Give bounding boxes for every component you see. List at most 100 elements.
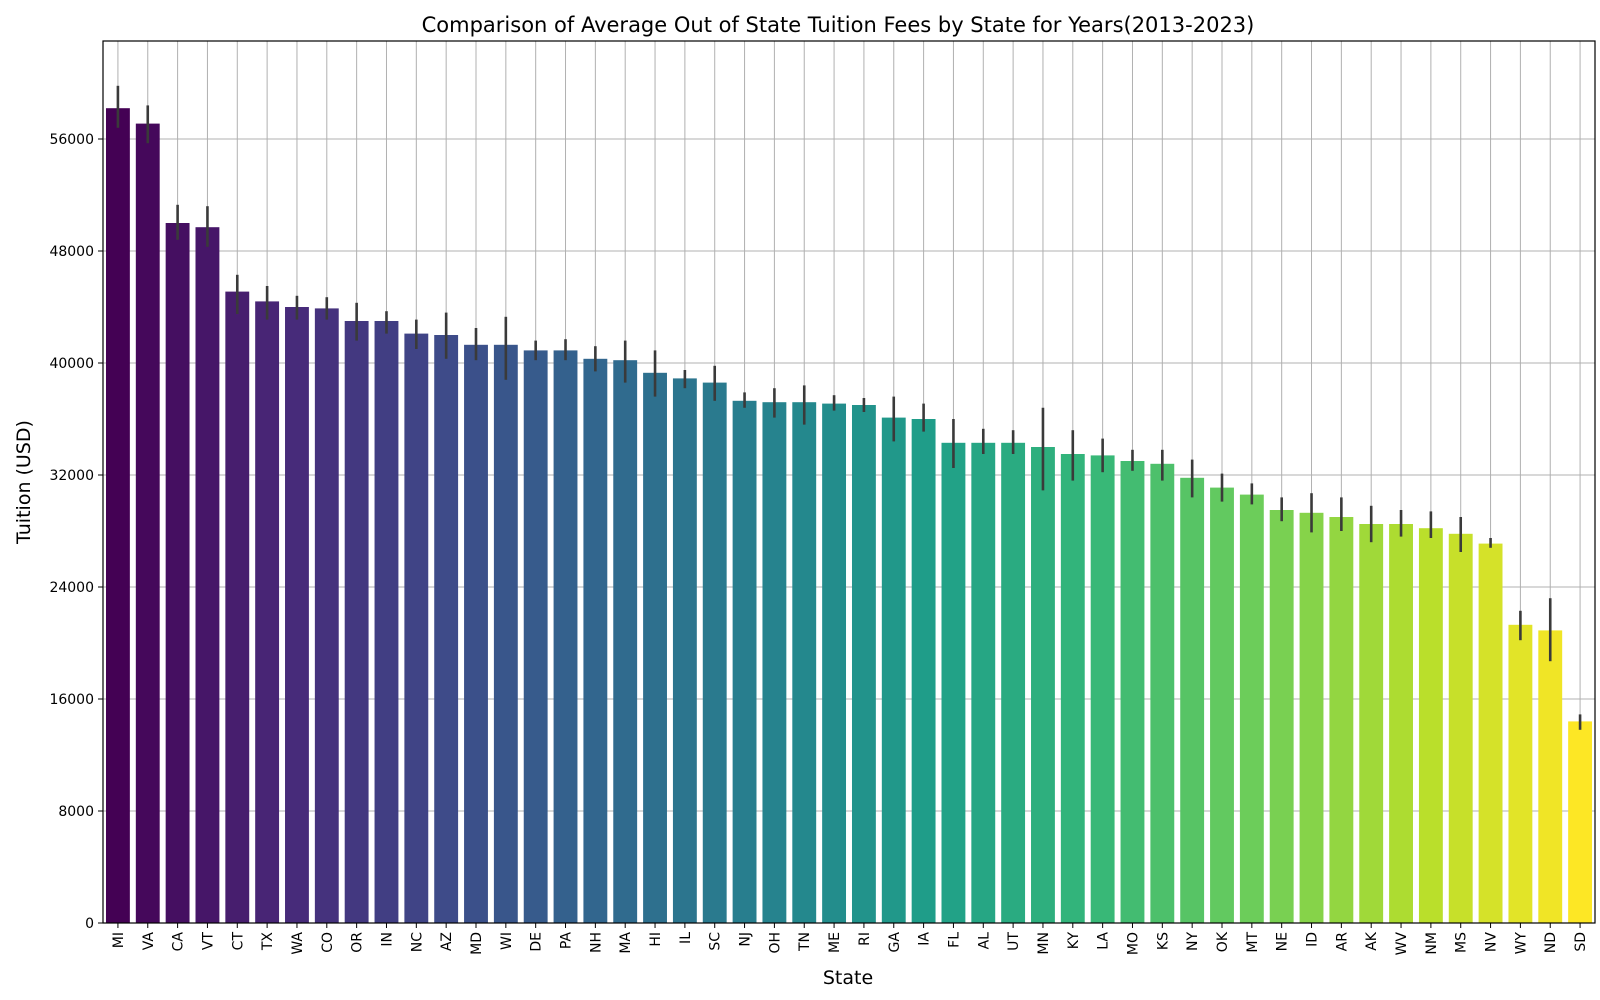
bar-ok (1210, 487, 1234, 923)
x-tick-label: LA (1096, 932, 1112, 950)
bar-ms (1448, 533, 1473, 923)
x-tick-label: WV (1394, 932, 1410, 956)
bar-va (135, 123, 160, 924)
bar-or (344, 321, 369, 923)
x-tick-label: TX (260, 932, 276, 952)
bar-ak (1359, 524, 1384, 923)
x-tick-label: MD (469, 932, 485, 955)
bar-wi (493, 344, 518, 923)
x-tick-label: MS (1454, 932, 1470, 953)
x-tick-label: OK (1215, 931, 1231, 952)
x-tick-label: NE (1275, 932, 1291, 951)
chart-title: Comparison of Average Out of State Tuiti… (422, 13, 1255, 37)
x-tick-label: AK (1364, 931, 1380, 951)
bar-wv (1389, 524, 1413, 923)
x-tick-label: OR (350, 932, 366, 953)
x-tick-label: VA (141, 932, 157, 951)
x-tick-label: UT (1006, 932, 1022, 951)
x-tick-label: FL (946, 932, 962, 948)
x-tick-label: SD (1573, 932, 1589, 952)
bar-ia (911, 419, 936, 923)
bar-wy (1508, 624, 1533, 923)
bar-ar (1329, 517, 1354, 923)
bar-ks (1150, 463, 1175, 923)
x-axis-label: State (823, 967, 873, 989)
bar-ga (881, 417, 906, 923)
bar-wa (285, 307, 309, 923)
x-tick-label: WI (499, 932, 515, 950)
x-tick-label: NY (1185, 932, 1201, 951)
x-tick-label: OH (767, 932, 783, 954)
x-tick-label: DE (529, 932, 545, 952)
bar-la (1090, 455, 1115, 923)
y-tick-label: 0 (85, 916, 94, 932)
bar-md (464, 344, 488, 923)
bar-nc (404, 333, 429, 924)
bar-mn (1031, 447, 1055, 923)
bar-ut (1001, 442, 1026, 923)
x-tick-label: TN (797, 932, 813, 952)
bar-id (1299, 512, 1324, 923)
x-tick-label: VT (200, 932, 216, 951)
y-tick-label: 16000 (49, 692, 94, 708)
y-tick-label: 48000 (49, 244, 94, 260)
x-tick-label: RI (857, 932, 873, 946)
y-tick-label: 40000 (49, 356, 94, 372)
x-tick-label: NM (1424, 932, 1440, 955)
x-tick-label: CT (230, 932, 246, 951)
y-tick-label: 32000 (49, 468, 94, 484)
x-tick-label: SC (708, 932, 724, 951)
bar-pa (553, 350, 578, 923)
bars (105, 108, 1593, 924)
x-tick-label: NV (1484, 932, 1500, 952)
bar-de (523, 350, 548, 923)
x-tick-label: NC (409, 932, 425, 952)
bar-oh (762, 402, 787, 923)
x-tick-label: GA (887, 932, 903, 953)
bar-ca (165, 223, 190, 923)
x-tick-label: ND (1543, 932, 1559, 953)
x-axis-ticks: MI VA CA VT CT TX WA CO OR IN NC AZ MD WI DE PA NH MA HI IL… (111, 923, 1589, 955)
bar-tn (792, 402, 817, 923)
bar-ma (613, 360, 638, 923)
x-tick-label: HI (648, 932, 664, 947)
bar-ne (1269, 510, 1294, 923)
bar-me (822, 403, 847, 924)
bar-in (374, 321, 399, 923)
y-tick-label: 24000 (49, 580, 94, 596)
bar-sc (702, 382, 727, 924)
x-tick-label: ME (827, 932, 843, 953)
x-tick-label: WA (290, 932, 306, 955)
x-tick-label: MI (111, 932, 127, 948)
bar-mt (1239, 494, 1264, 923)
x-tick-label: IL (678, 932, 694, 944)
x-tick-label: MO (1125, 932, 1141, 955)
bar-tx (255, 301, 280, 923)
x-tick-label: AR (1334, 932, 1350, 952)
bar-mi (105, 108, 130, 923)
bar-nh (583, 358, 608, 923)
bar-ct (225, 291, 250, 924)
x-tick-label: MT (1245, 932, 1261, 953)
bar-ny (1180, 477, 1205, 923)
bar-il (672, 378, 697, 923)
bar-mo (1120, 461, 1145, 923)
x-tick-label: WY (1513, 932, 1529, 955)
x-tick-label: KY (1066, 932, 1082, 950)
y-tick-label: 8000 (58, 804, 94, 820)
x-tick-label: NJ (738, 932, 754, 947)
y-axis-label: Tuition (USD) (13, 420, 35, 545)
x-tick-label: AL (976, 932, 992, 950)
bar-nj (732, 400, 757, 923)
bar-sd (1568, 721, 1593, 923)
error-bars (116, 85, 1582, 730)
x-tick-label: CA (171, 932, 187, 952)
bar-ky (1060, 454, 1085, 923)
bar-co (314, 308, 339, 923)
bar-nd (1538, 630, 1563, 923)
bar-vt (195, 227, 220, 923)
x-tick-label: KS (1155, 932, 1171, 950)
bar-al (971, 442, 996, 923)
bar-nm (1418, 528, 1443, 923)
